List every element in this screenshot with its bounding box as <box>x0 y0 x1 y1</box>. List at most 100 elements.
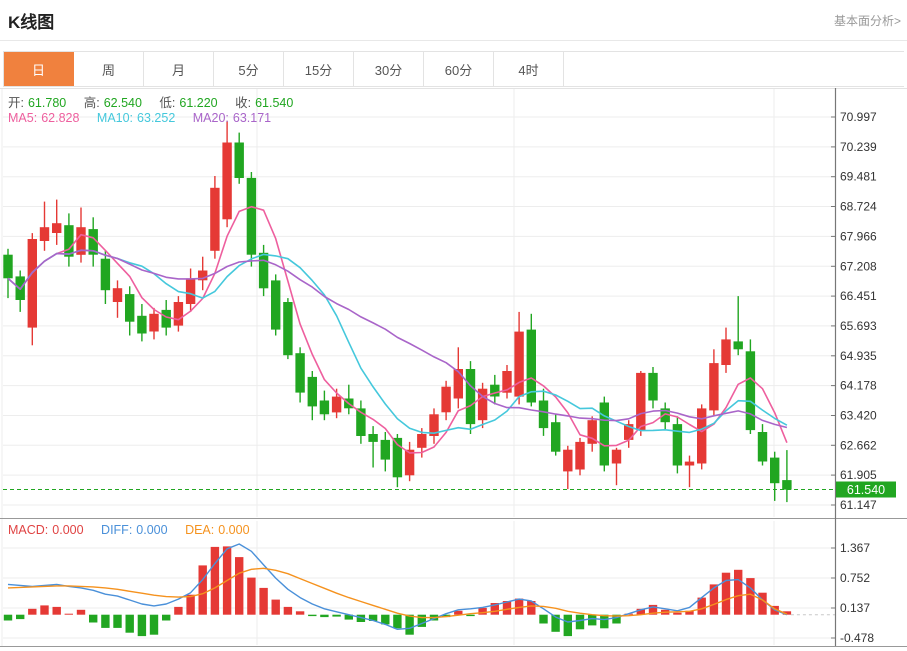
axis-tick-label: 61.147 <box>840 498 877 512</box>
axis-tick-label: 64.935 <box>840 349 877 363</box>
candle-body <box>149 313 159 332</box>
ma5-line <box>7 205 788 454</box>
macd-bar <box>575 614 585 630</box>
macd-bar <box>76 609 86 615</box>
axis-tick-label: 62.662 <box>840 438 877 452</box>
macd-bar <box>746 578 755 615</box>
close-value: 61.540 <box>255 96 294 110</box>
period-tabbar: 日周月 5分 15分 30分 60分 4时 <box>3 51 904 87</box>
macd-bar <box>259 587 268 615</box>
tab-period-4[interactable]: 5分 <box>214 52 284 86</box>
axis-tick-label: 66.451 <box>840 289 877 303</box>
candle-body <box>368 434 378 442</box>
ma-legend: MA5: 62.828 MA10: 63.252 MA20: 63.171 <box>8 111 285 125</box>
candle-body <box>526 329 536 403</box>
ma10-label: MA10: <box>96 111 134 125</box>
candle-body <box>672 424 683 466</box>
candle-body <box>465 369 476 425</box>
macd-bar <box>235 557 244 615</box>
tab-period-7[interactable]: 60分 <box>424 52 494 86</box>
candle-body <box>709 363 719 411</box>
candle-body <box>246 177 257 255</box>
macd-bar <box>721 572 731 615</box>
candle-body <box>331 396 342 413</box>
ma20-line <box>7 249 788 429</box>
macd-bar <box>393 614 402 629</box>
macd-legend: MACD: 0.000 DIFF: 0.000 DEA: 0.000 <box>8 523 264 537</box>
candle-body <box>563 449 573 472</box>
candle-body <box>697 408 707 464</box>
macd-bar <box>588 614 597 626</box>
candle-body <box>234 142 244 178</box>
axis-tick-label: 68.724 <box>840 200 877 214</box>
candle-body <box>551 422 561 452</box>
candle-body <box>611 449 622 464</box>
candle-body <box>161 309 171 328</box>
axis-layer: 70.997 70.239 69.481 68.724 67.966 67.208 66.4… <box>0 88 907 647</box>
candle-body <box>575 441 585 470</box>
candle-body <box>782 480 792 490</box>
macd-bar <box>247 577 256 615</box>
tab-period-1[interactable]: 日 <box>4 52 74 86</box>
macd-bar <box>405 614 414 635</box>
candle-body <box>64 225 74 257</box>
macd-bar <box>709 584 719 615</box>
tab-period-8[interactable]: 4时 <box>494 52 564 86</box>
candle-body <box>76 227 86 255</box>
ohlc-legend: 开: 61.780 高: 62.540 低: 61.220 收: 61.540 <box>8 92 307 111</box>
tab-period-3[interactable]: 月 <box>144 52 214 86</box>
macd-bar <box>210 546 220 615</box>
candle-body <box>222 142 232 220</box>
macd-bar <box>551 614 560 632</box>
macd-bar <box>368 614 378 621</box>
candle-body <box>404 449 415 476</box>
candle-body <box>39 227 50 241</box>
open-label: 开: <box>8 96 24 110</box>
tab-period-6[interactable]: 30分 <box>354 52 424 86</box>
macd-bar <box>332 614 341 617</box>
axis-tick-label: 0.137 <box>840 601 870 615</box>
fundamental-analysis-link[interactable]: 基本面分析> <box>833 14 901 28</box>
macd-bar <box>782 611 792 615</box>
candle-body <box>514 331 524 397</box>
macd-bar <box>758 592 767 615</box>
macd-bar <box>125 614 134 633</box>
candle-body <box>477 388 488 421</box>
low-value: 61.220 <box>179 96 218 110</box>
candle-body <box>307 376 317 407</box>
candle-body <box>88 229 98 255</box>
candle-body <box>380 439 390 460</box>
macd-bar <box>697 597 706 615</box>
macd-bar <box>612 614 621 624</box>
axis-tick-label: 63.420 <box>840 409 877 423</box>
ma20-label: MA20: <box>192 111 229 125</box>
dea-value: 0.000 <box>218 523 250 537</box>
candle-body <box>745 351 756 431</box>
grid-lines <box>1 88 835 646</box>
tab-period-2[interactable]: 周 <box>74 52 144 86</box>
macd-bar <box>101 614 110 628</box>
macd-bar <box>514 598 524 615</box>
axis-tick-label: 65.693 <box>840 319 877 333</box>
candle-body <box>490 384 500 397</box>
macd-bar <box>648 604 658 615</box>
macd-label: MACD: <box>8 523 49 537</box>
candle-body <box>721 339 731 365</box>
macd-bar <box>149 614 159 635</box>
macd-bar <box>271 599 280 615</box>
tab-period-5[interactable]: 15分 <box>284 52 354 86</box>
candle-body <box>112 288 123 302</box>
axis-tick-label: 67.966 <box>840 229 877 243</box>
macd-bar <box>64 613 73 615</box>
macd-bar <box>198 565 207 615</box>
macd-bar <box>283 606 293 615</box>
candle-body <box>538 400 549 429</box>
macd-bar <box>734 569 743 615</box>
macd-bar <box>381 614 390 625</box>
tabbar-filler <box>564 52 904 86</box>
candle-body <box>502 371 512 393</box>
candle-body <box>599 402 609 466</box>
macd-bar <box>344 614 353 620</box>
macd-bar <box>174 606 183 615</box>
